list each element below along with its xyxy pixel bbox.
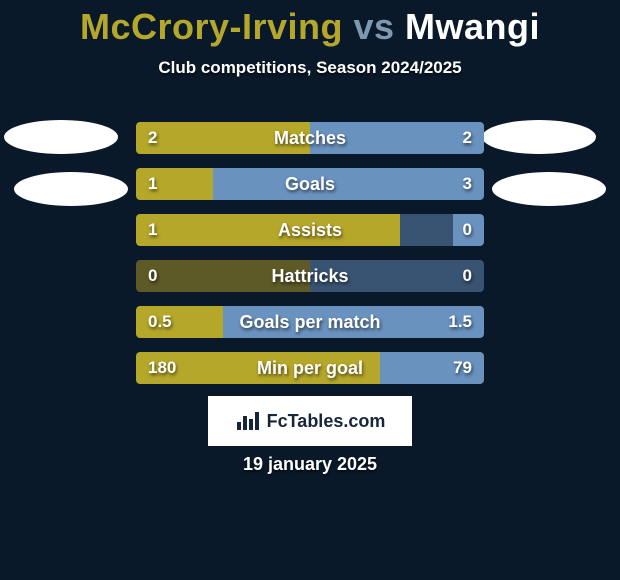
stat-bar-fill-right (310, 122, 484, 154)
avatar-placeholder (14, 172, 128, 206)
bars-icon (235, 410, 261, 432)
stat-bar-fill-left (136, 122, 310, 154)
stat-bar-fill-left (136, 214, 400, 246)
stat-bar-fill-right (213, 168, 484, 200)
comparison-title: McCrory-Irving vs Mwangi (0, 0, 620, 48)
comparison-bars: 22Matches 13Goals 10Assists 00Hattricks 0.51… (136, 122, 484, 398)
stat-bar-bg (136, 260, 484, 292)
stat-bar-row: 18079Min per goal (136, 352, 484, 384)
date-text: 19 january 2025 (0, 454, 620, 475)
stat-bar-row: 22Matches (136, 122, 484, 154)
stat-bar-fill-left (136, 306, 223, 338)
stat-bar-row: 10Assists (136, 214, 484, 246)
stat-bar-row: 0.51.5Goals per match (136, 306, 484, 338)
stat-bar-fill-right (223, 306, 484, 338)
avatar-placeholder (492, 172, 606, 206)
site-logo-box: FcTables.com (208, 396, 412, 446)
stat-bar-fill-right (453, 214, 484, 246)
vs-separator: vs (343, 6, 405, 47)
player2-name: Mwangi (405, 6, 540, 47)
stat-bar-fill-right (380, 352, 484, 384)
stat-bar-fill-left (136, 352, 380, 384)
stat-bar-fill-left (136, 168, 213, 200)
avatar-placeholder (482, 120, 596, 154)
stat-bar-row: 00Hattricks (136, 260, 484, 292)
player1-name: McCrory-Irving (80, 6, 343, 47)
subtitle-text: Club competitions, Season 2024/2025 (0, 58, 620, 78)
logo-text: FcTables.com (267, 411, 386, 432)
avatar-placeholder (4, 120, 118, 154)
stat-bar-row: 13Goals (136, 168, 484, 200)
